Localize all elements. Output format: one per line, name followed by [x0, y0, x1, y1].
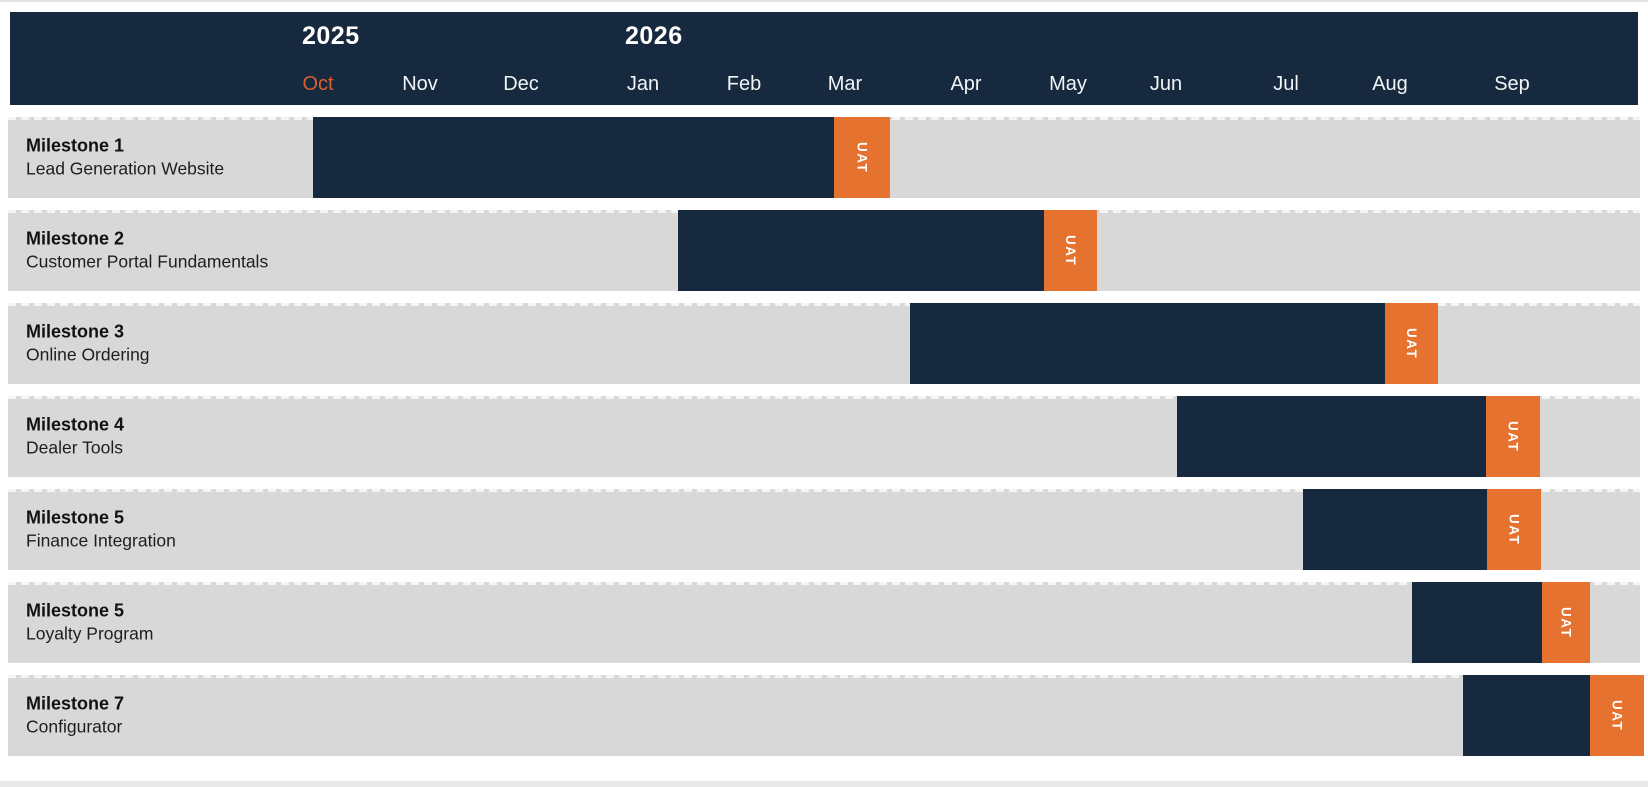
year-label: 2025 [302, 22, 360, 50]
milestone-bar [1412, 582, 1542, 663]
month-label: Jan [626, 73, 660, 95]
month-label: Jul [1273, 73, 1299, 95]
month-label: May [1049, 73, 1087, 95]
milestone-row: Milestone 5 Loyalty Program UAT [8, 582, 1640, 663]
milestone-bar [1177, 396, 1486, 477]
milestone-title: Milestone 4 [26, 414, 125, 435]
bottom-strip [0, 781, 1648, 787]
row-label: Milestone 2 Customer Portal Fundamentals [26, 227, 268, 274]
milestone-row: Milestone 2 Customer Portal Fundamentals… [8, 210, 1640, 291]
milestone-subtitle: Lead Generation Website [26, 158, 225, 179]
milestone-bar [678, 210, 1044, 291]
uat-bar: UAT [1590, 675, 1644, 756]
uat-label: UAT [1609, 699, 1625, 732]
month-label: Dec [503, 73, 539, 95]
milestone-row: Milestone 1 Lead Generation Website UAT [8, 117, 1640, 198]
milestone-subtitle: Online Ordering [26, 344, 150, 365]
milestone-row: Milestone 4 Dealer Tools UAT [8, 396, 1640, 477]
uat-bar: UAT [1542, 582, 1590, 663]
uat-label: UAT [1505, 420, 1521, 453]
timeline-header: 2025 2026 Oct Nov Dec Jan Feb Mar Apr May Jun Jul Au… [10, 12, 1638, 105]
uat-label: UAT [1063, 234, 1078, 267]
milestone-subtitle: Finance Integration [26, 530, 176, 551]
row-label: Milestone 7 Configurator [26, 692, 124, 739]
milestone-bar [1463, 675, 1590, 756]
year-label: 2026 [625, 22, 683, 50]
uat-bar: UAT [1487, 489, 1541, 570]
month-label: Mar [827, 73, 863, 95]
row-label: Milestone 5 Loyalty Program [26, 599, 153, 646]
uat-label: UAT [1558, 606, 1574, 639]
uat-bar: UAT [1385, 303, 1438, 384]
row-track [8, 675, 1640, 756]
month-label: Aug [1372, 73, 1408, 95]
uat-label: UAT [1506, 513, 1522, 546]
milestone-title: Milestone 2 [26, 228, 125, 249]
uat-bar: UAT [834, 117, 890, 198]
milestone-bar [910, 303, 1385, 384]
row-track [8, 582, 1640, 663]
milestone-bar [1303, 489, 1487, 570]
milestone-title: Milestone 5 [26, 600, 125, 621]
milestone-subtitle: Dealer Tools [26, 437, 123, 458]
milestone-row: Milestone 3 Online Ordering UAT [8, 303, 1640, 384]
row-label: Milestone 5 Finance Integration [26, 506, 176, 553]
milestone-row: Milestone 7 Configurator UAT [8, 675, 1644, 756]
milestone-title: Milestone 1 [26, 135, 125, 156]
milestone-row: Milestone 5 Finance Integration UAT [8, 489, 1640, 570]
milestone-subtitle: Customer Portal Fundamentals [26, 251, 269, 272]
milestone-subtitle: Loyalty Program [26, 623, 154, 644]
uat-label: UAT [1404, 327, 1419, 360]
uat-bar: UAT [1486, 396, 1540, 477]
month-label: Sep [1494, 73, 1530, 95]
milestone-title: Milestone 3 [26, 321, 125, 342]
milestone-subtitle: Configurator [26, 716, 123, 737]
row-label: Milestone 3 Online Ordering [26, 320, 150, 367]
milestone-title: Milestone 7 [26, 693, 125, 714]
milestone-bar [313, 117, 834, 198]
uat-label: UAT [854, 141, 870, 174]
month-label: Apr [950, 73, 982, 95]
row-label: Milestone 4 Dealer Tools [26, 413, 124, 460]
milestone-title: Milestone 5 [26, 507, 125, 528]
month-label: Oct [302, 73, 334, 95]
row-label: Milestone 1 Lead Generation Website [26, 134, 224, 181]
month-label: Jun [1149, 73, 1183, 95]
month-label: Feb [726, 73, 762, 95]
month-label: Nov [402, 73, 438, 95]
uat-bar: UAT [1044, 210, 1097, 291]
